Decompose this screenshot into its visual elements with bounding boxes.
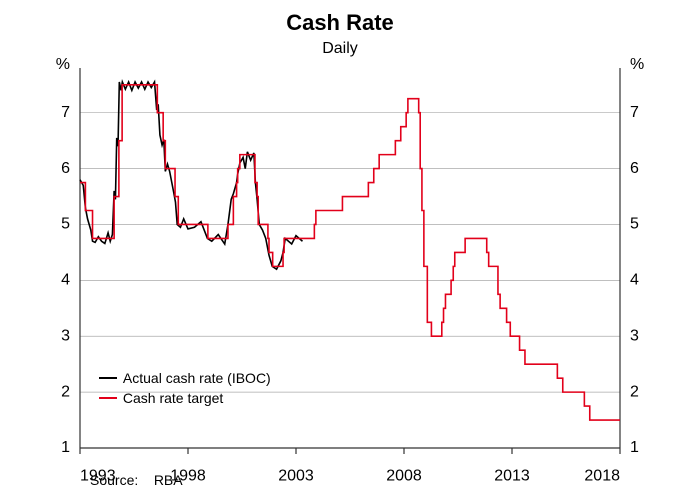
source-prefix: Source: — [90, 472, 138, 488]
svg-text:1: 1 — [61, 439, 70, 456]
svg-text:5: 5 — [61, 216, 70, 233]
chart-subtitle: Daily — [0, 40, 680, 58]
svg-text:2018: 2018 — [584, 467, 620, 484]
svg-text:4: 4 — [630, 272, 639, 289]
svg-text:%: % — [630, 56, 644, 73]
legend-label: Cash rate target — [123, 388, 223, 408]
legend-item: Cash rate target — [99, 388, 271, 408]
svg-text:2: 2 — [61, 383, 70, 400]
svg-text:%: % — [56, 56, 70, 73]
svg-text:5: 5 — [630, 216, 639, 233]
svg-text:3: 3 — [61, 327, 70, 344]
source-text: RBA — [154, 472, 183, 488]
chart-container: Cash Rate Daily 11223344556677%%19931998… — [0, 0, 680, 500]
legend-label: Actual cash rate (IBOC) — [123, 368, 271, 388]
svg-text:7: 7 — [61, 104, 70, 121]
svg-text:4: 4 — [61, 272, 70, 289]
svg-text:2013: 2013 — [494, 467, 530, 484]
svg-text:2003: 2003 — [278, 467, 314, 484]
legend-item: Actual cash rate (IBOC) — [99, 368, 271, 388]
legend-swatch — [99, 397, 117, 399]
legend-swatch — [99, 377, 117, 379]
svg-text:1: 1 — [630, 439, 639, 456]
svg-text:3: 3 — [630, 327, 639, 344]
svg-text:2008: 2008 — [386, 467, 422, 484]
legend: Actual cash rate (IBOC)Cash rate target — [99, 368, 271, 408]
svg-text:6: 6 — [630, 160, 639, 177]
svg-text:7: 7 — [630, 104, 639, 121]
chart-title: Cash Rate — [0, 10, 680, 36]
svg-text:6: 6 — [61, 160, 70, 177]
source-line: Source: RBA — [90, 472, 183, 488]
svg-text:2: 2 — [630, 383, 639, 400]
